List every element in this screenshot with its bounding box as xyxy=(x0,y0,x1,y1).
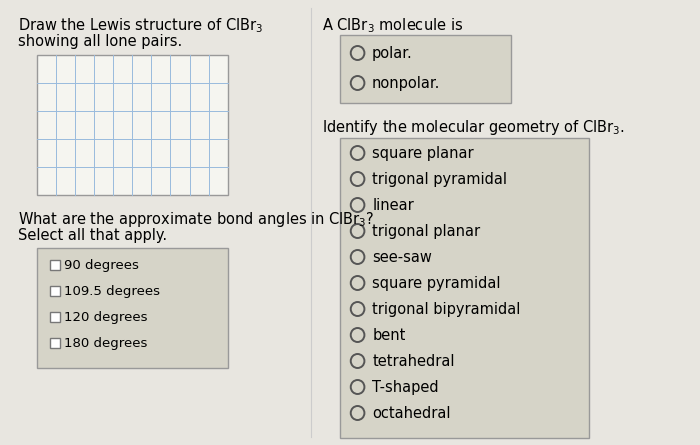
Text: showing all lone pairs.: showing all lone pairs. xyxy=(18,34,182,49)
Text: 120 degrees: 120 degrees xyxy=(64,311,148,324)
Bar xyxy=(50,338,60,348)
Text: trigonal bipyramidal: trigonal bipyramidal xyxy=(372,302,521,316)
Text: 109.5 degrees: 109.5 degrees xyxy=(64,284,160,298)
Text: Identify the molecular geometry of ClBr$_3$.: Identify the molecular geometry of ClBr$… xyxy=(323,118,625,137)
Text: bent: bent xyxy=(372,328,405,343)
Text: nonpolar.: nonpolar. xyxy=(371,76,440,90)
Text: see-saw: see-saw xyxy=(372,250,432,264)
Text: octahedral: octahedral xyxy=(372,405,451,421)
Text: square planar: square planar xyxy=(372,146,474,161)
Bar xyxy=(50,312,60,322)
Text: 180 degrees: 180 degrees xyxy=(64,336,148,349)
Text: linear: linear xyxy=(372,198,414,213)
Text: tetrahedral: tetrahedral xyxy=(372,353,455,368)
Text: Select all that apply.: Select all that apply. xyxy=(18,228,167,243)
Bar xyxy=(50,286,60,296)
Text: T-shaped: T-shaped xyxy=(372,380,439,395)
Text: 90 degrees: 90 degrees xyxy=(64,259,139,271)
FancyBboxPatch shape xyxy=(37,55,228,195)
FancyBboxPatch shape xyxy=(340,35,511,103)
FancyBboxPatch shape xyxy=(37,248,228,368)
Text: What are the approximate bond angles in ClBr$_3$?: What are the approximate bond angles in … xyxy=(18,210,374,229)
Text: Draw the Lewis structure of ClBr$_3$: Draw the Lewis structure of ClBr$_3$ xyxy=(18,16,262,35)
Text: polar.: polar. xyxy=(371,45,412,61)
Text: square pyramidal: square pyramidal xyxy=(372,275,500,291)
Text: A ClBr$_3$ molecule is: A ClBr$_3$ molecule is xyxy=(323,16,463,35)
Bar xyxy=(50,260,60,270)
Text: trigonal pyramidal: trigonal pyramidal xyxy=(372,171,508,186)
FancyBboxPatch shape xyxy=(340,138,589,438)
Text: trigonal planar: trigonal planar xyxy=(372,223,480,239)
